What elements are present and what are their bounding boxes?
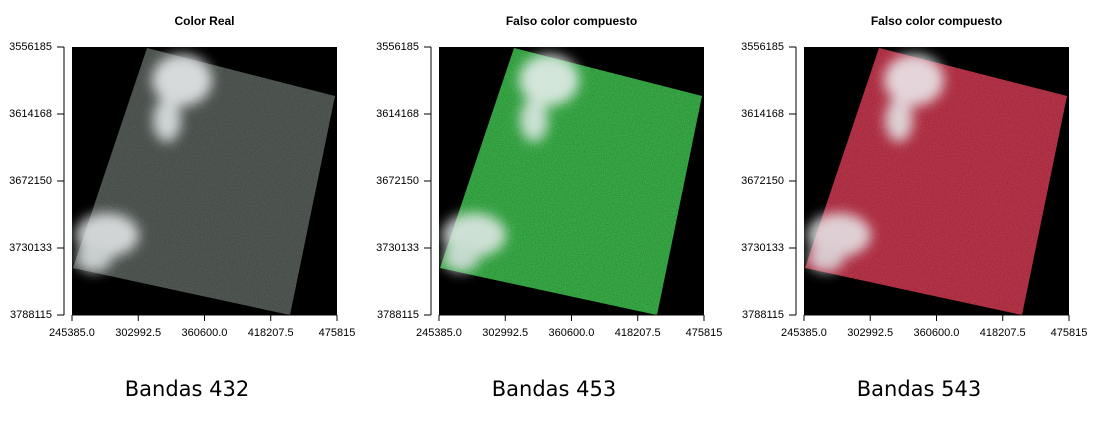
- y-tick-label: 3788115: [377, 309, 419, 321]
- plot: 245385.0 302992.5 360600.0 418207.5 475815 35…: [376, 14, 722, 401]
- x-tick-label: 302992.5: [115, 327, 161, 339]
- chart-panel: 245385.0 302992.5 360600.0 418207.5 475815 35…: [376, 14, 722, 401]
- cloud: [443, 244, 479, 272]
- x-tick-label: 245385.0: [416, 327, 462, 339]
- cloud: [76, 244, 112, 272]
- y-tick-label: 3730133: [741, 242, 784, 254]
- x-tick-label: 360600.0: [182, 327, 228, 339]
- y-tick-label: 3730133: [376, 242, 419, 254]
- cloud: [153, 98, 181, 142]
- chart-title: Falso color compuesto: [506, 14, 637, 28]
- cloud: [519, 54, 579, 106]
- cloud: [808, 244, 844, 272]
- x-tick-label: 360600.0: [549, 327, 595, 339]
- x-tick-label: 475815: [319, 327, 356, 339]
- chart-panel: 245385.0 302992.5 360600.0 418207.5 475815 35…: [9, 14, 355, 401]
- chart-panel: 245385.0 302992.5 360600.0 418207.5 475815 35…: [741, 14, 1087, 401]
- cloud: [884, 54, 944, 106]
- x-tick-label: 475815: [686, 327, 723, 339]
- x-tick-label: 418207.5: [980, 327, 1026, 339]
- plot: 245385.0 302992.5 360600.0 418207.5 475815 35…: [741, 14, 1087, 401]
- y-tick-label: 3614168: [376, 108, 419, 120]
- y-tick-label: 3730133: [9, 242, 52, 254]
- y-tick-label: 3672150: [9, 175, 52, 187]
- cloud: [885, 98, 913, 142]
- chart-title: Falso color compuesto: [871, 14, 1002, 28]
- y-tick-label: 3556185: [741, 41, 784, 53]
- y-tick-label: 3788115: [742, 309, 784, 321]
- plot: 245385.0 302992.5 360600.0 418207.5 475815 35…: [9, 14, 355, 401]
- y-tick-label: 3556185: [9, 41, 52, 53]
- y-tick-label: 3672150: [376, 175, 419, 187]
- x-tick-label: 475815: [1051, 327, 1088, 339]
- caption: Bandas 432: [125, 377, 249, 401]
- x-tick-label: 245385.0: [49, 327, 95, 339]
- page: {"chart_data": [ {"type": "image", "titl…: [0, 0, 1101, 430]
- y-tick-label: 3556185: [376, 41, 419, 53]
- x-tick-label: 245385.0: [781, 327, 827, 339]
- x-tick-label: 418207.5: [615, 327, 661, 339]
- chart-title: Color Real: [174, 14, 234, 28]
- cloud: [520, 98, 548, 142]
- y-tick-label: 3672150: [741, 175, 784, 187]
- x-tick-label: 418207.5: [248, 327, 294, 339]
- caption: Bandas 453: [492, 377, 616, 401]
- y-tick-label: 3614168: [9, 108, 52, 120]
- y-tick-label: 3788115: [10, 309, 52, 321]
- chart: 245385.0 302992.5 360600.0 418207.5 475815 35…: [0, 0, 1101, 430]
- x-tick-label: 302992.5: [482, 327, 528, 339]
- x-tick-label: 360600.0: [914, 327, 960, 339]
- cloud: [152, 54, 212, 106]
- caption: Bandas 543: [857, 377, 981, 401]
- y-tick-label: 3614168: [741, 108, 784, 120]
- x-tick-label: 302992.5: [847, 327, 893, 339]
